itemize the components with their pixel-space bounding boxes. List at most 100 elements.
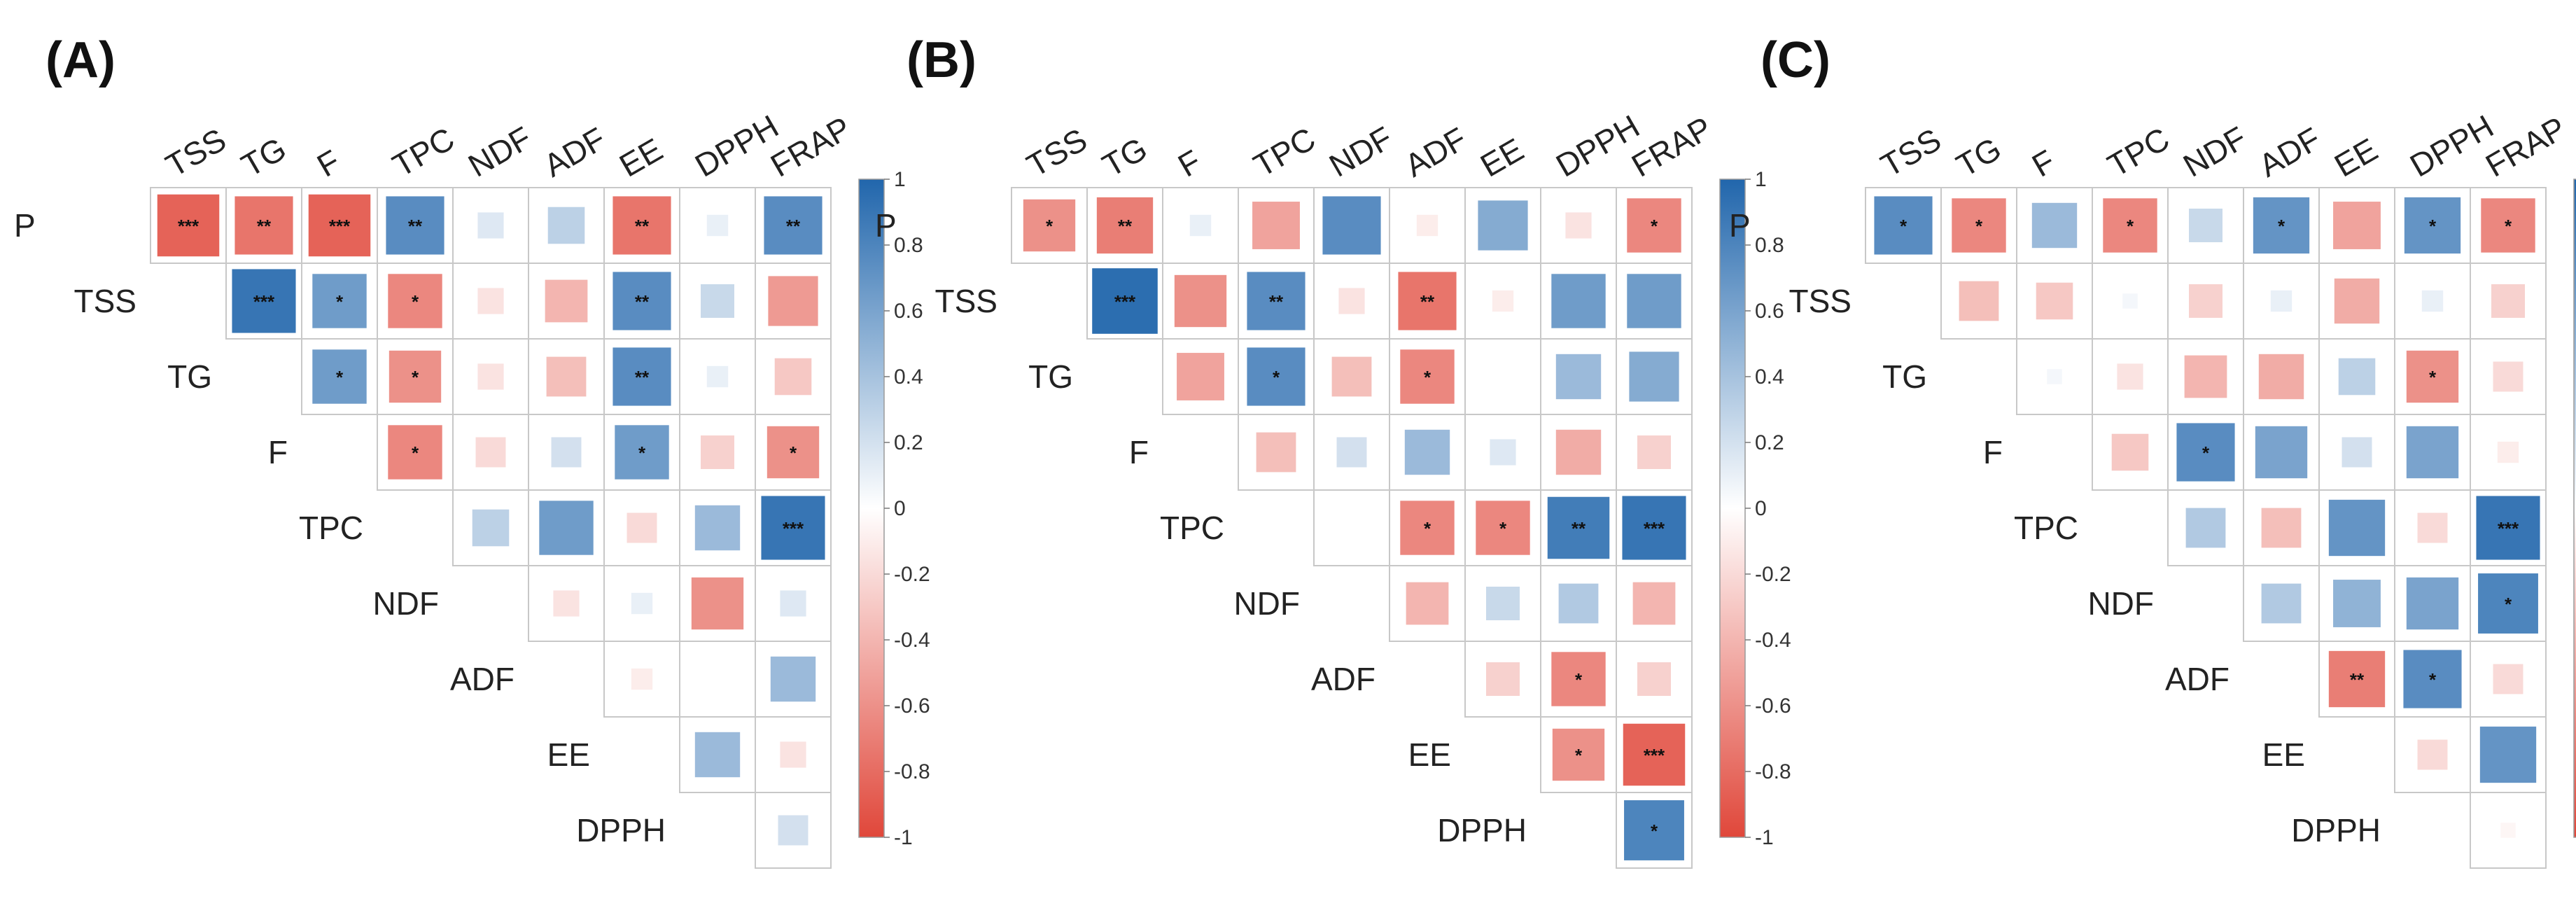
corr-square-ndf-frap <box>2478 573 2538 634</box>
colorbar-tick-label: 0.6 <box>1755 300 1784 323</box>
significance-label: * <box>1273 367 1280 388</box>
significance-label: * <box>1900 216 1907 237</box>
row-label-dpph: DPPH <box>1437 812 1527 848</box>
corr-square-tss-dpph <box>2421 290 2444 312</box>
col-label-ndf: NDF <box>462 119 538 183</box>
row-label-tss: TSS <box>1789 283 1851 319</box>
row-label-p: P <box>875 207 897 244</box>
corr-square-p-ee <box>1478 200 1528 251</box>
grid-cell <box>1464 338 1541 415</box>
corr-square-tg-ee <box>612 347 671 406</box>
corr-square-tss-dpph <box>1551 274 1606 328</box>
corr-square-adf-frap <box>2493 664 2524 694</box>
row-label-tss: TSS <box>74 283 136 319</box>
col-label-adf: ADF <box>1399 120 1473 184</box>
colorbar <box>2573 179 2576 838</box>
significance-label: * <box>638 442 646 463</box>
corr-square-tss-adf <box>545 279 588 323</box>
colorbar-tick-label: 0.8 <box>894 234 923 257</box>
row-label-dpph: DPPH <box>2291 812 2381 848</box>
corr-square-adf-ee <box>631 668 653 690</box>
colorbar <box>1719 179 1746 838</box>
significance-label: * <box>790 442 797 463</box>
corr-square-p-tss <box>1874 196 1933 255</box>
corr-square-tpc-adf <box>1400 501 1455 555</box>
corr-square-tg-frap <box>1629 351 1679 402</box>
corr-square-ndf-adf <box>1406 582 1449 625</box>
corr-square-f-dpph <box>1555 429 1602 475</box>
corr-square-tss-tg <box>232 269 296 333</box>
corr-square-adf-frap <box>1637 662 1671 696</box>
panel-label: (A) <box>46 32 115 88</box>
colorbar-tick-label: -0.8 <box>1755 760 1791 783</box>
significance-label: ** <box>1269 291 1284 312</box>
significance-label: ** <box>2350 669 2365 690</box>
corr-square-tg-f <box>2047 369 2062 384</box>
corr-square-adf-dpph <box>1551 652 1606 706</box>
row-label-f: F <box>1983 434 2003 470</box>
row-label-adf: ADF <box>2165 661 2230 697</box>
corr-square-ndf-dpph <box>1558 583 1599 624</box>
grid-cell <box>755 792 832 869</box>
colorbar-tick-label: -0.4 <box>894 629 930 652</box>
corr-square-tg-ndf <box>477 363 504 390</box>
row-label-ndf: NDF <box>1233 585 1300 622</box>
corr-square-p-ndf <box>1322 196 1381 255</box>
col-label-ndf: NDF <box>2177 119 2253 183</box>
corr-square-adf-dpph <box>2403 650 2462 708</box>
col-label-adf: ADF <box>538 120 612 184</box>
significance-label: *** <box>253 291 275 312</box>
corr-square-tss-frap <box>1627 274 1681 328</box>
corr-square-tss-f <box>1174 274 1227 328</box>
corr-square-p-frap <box>1627 198 1681 253</box>
corr-square-f-frap <box>2497 441 2519 463</box>
row-label-ndf: NDF <box>372 585 439 622</box>
significance-label: *** <box>2498 518 2519 539</box>
corr-square-f-frap <box>766 426 820 479</box>
corr-square-tpc-frap <box>761 496 825 560</box>
colorbar-tick-label: 0.6 <box>894 300 923 323</box>
colorbar-tick-label: 1 <box>894 168 906 191</box>
row-label-p: P <box>1729 207 1751 244</box>
corr-square-tg-dpph <box>706 365 729 388</box>
corr-square-tss-ee <box>2334 278 2380 324</box>
corr-square-ndf-frap <box>1632 582 1676 625</box>
col-label-ee: EE <box>1474 131 1530 184</box>
corr-square-f-ee <box>615 425 669 480</box>
col-label-f: F <box>311 143 346 184</box>
significance-label: * <box>412 291 419 312</box>
corr-square-p-frap <box>2481 198 2535 253</box>
corr-square-p-dpph <box>1565 212 1592 239</box>
colorbar-tick-label: 0.2 <box>894 431 923 454</box>
corr-square-tss-tpc <box>388 274 442 328</box>
corr-square-tss-ee <box>612 272 671 330</box>
corr-square-f-dpph <box>2406 426 2459 479</box>
corr-square-p-tg <box>234 196 293 255</box>
corr-square-ndf-adf <box>2261 583 2302 624</box>
corr-square-f-dpph <box>701 435 734 469</box>
significance-label: * <box>336 367 344 388</box>
row-label-dpph: DPPH <box>576 812 666 848</box>
col-label-tpc: TPC <box>1247 120 1322 184</box>
corr-square-ndf-ee <box>631 592 653 615</box>
col-label-frap: FRAP <box>2479 109 2572 183</box>
colorbar-tick-label: 0 <box>894 497 906 520</box>
significance-label: * <box>412 442 419 463</box>
significance-label: ** <box>257 216 272 237</box>
corr-square-tpc-adf <box>539 501 594 555</box>
corr-square-p-f <box>308 194 371 257</box>
corr-square-ndf-ee <box>2333 580 2381 627</box>
significance-label: * <box>1575 669 1583 690</box>
col-label-frap: FRAP <box>764 109 857 183</box>
row-label-tpc: TPC <box>2014 510 2078 546</box>
corr-square-tg-adf <box>2258 354 2304 400</box>
colorbar-tick-label: 1 <box>1755 168 1767 191</box>
col-label-frap: FRAP <box>1625 109 1718 183</box>
corr-square-ndf-dpph <box>691 577 744 630</box>
corr-square-tss-f <box>312 274 367 328</box>
grid-cell <box>1616 792 1693 869</box>
significance-label: * <box>2429 216 2437 237</box>
corr-square-p-dpph <box>2404 197 2461 254</box>
corr-square-tss-tpc <box>1247 272 1306 330</box>
